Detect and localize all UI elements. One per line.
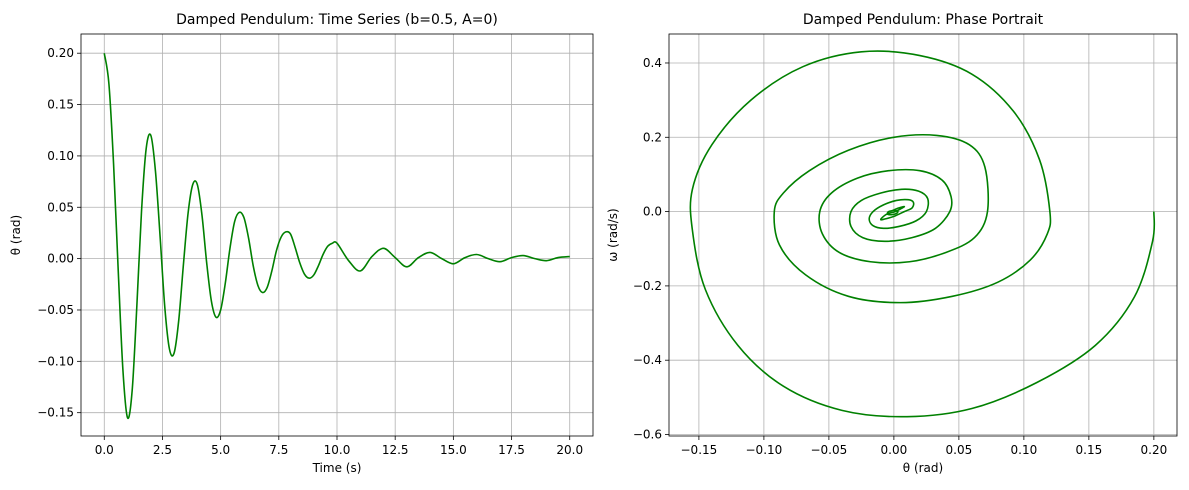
phase-portrait-xtick-label: 0.15 bbox=[1076, 443, 1103, 457]
time-series-ytick-label: 0.20 bbox=[47, 46, 74, 60]
time-series-xlabel: Time (s) bbox=[312, 461, 362, 475]
phase-portrait-xlabel: θ (rad) bbox=[903, 461, 943, 475]
time-series-title: Damped Pendulum: Time Series (b=0.5, A=0… bbox=[176, 12, 498, 28]
phase-portrait-xtick-label: 0.10 bbox=[1011, 443, 1038, 457]
time-series-ytick-label: 0.00 bbox=[47, 252, 74, 266]
time-series-xtick-label: 0.0 bbox=[95, 443, 114, 457]
time-series-xtick-label: 17.5 bbox=[498, 443, 525, 457]
time-series-ticks: 0.0 2.5 5.0 7.5 10.0 12.5 15.0 17.5 20.0 −0.15 −0.… bbox=[37, 46, 583, 457]
time-series-series bbox=[103, 53, 570, 420]
phase-portrait-xtick-label: 0.20 bbox=[1141, 443, 1168, 457]
phase-portrait-ytick-label: 0.4 bbox=[643, 56, 662, 70]
phase-portrait-series bbox=[689, 50, 1156, 418]
phase-portrait-title: Damped Pendulum: Phase Portrait bbox=[803, 12, 1044, 28]
phase-portrait-xtick-label: −0.05 bbox=[810, 443, 847, 457]
phase-portrait-ytick-label: −0.6 bbox=[633, 428, 662, 442]
time-series-xtick-label: 5.0 bbox=[211, 443, 230, 457]
time-series-plot-frame bbox=[80, 33, 594, 437]
time-series-ytick-label: −0.10 bbox=[37, 354, 74, 368]
time-series-ylabel: θ (rad) bbox=[9, 215, 23, 255]
time-series-grid bbox=[81, 34, 593, 436]
phase-portrait-xtick-label: 0.00 bbox=[881, 443, 908, 457]
phase-portrait-xtick-label: 0.05 bbox=[946, 443, 973, 457]
time-series-ytick-label: −0.05 bbox=[37, 303, 74, 317]
time-series-xtick-label: 20.0 bbox=[556, 443, 583, 457]
phase-portrait-ticks: −0.15 −0.10 −0.05 0.00 0.05 0.10 0.15 0.20 −0.6 −… bbox=[633, 56, 1167, 457]
time-series-xtick-label: 15.0 bbox=[440, 443, 467, 457]
time-series-ytick-label: −0.15 bbox=[37, 406, 74, 420]
time-series-chart: 0.0 2.5 5.0 7.5 10.0 12.5 15.0 17.5 20.0 −0.15 −0.… bbox=[9, 12, 594, 475]
phase-portrait-ytick-label: −0.4 bbox=[633, 353, 662, 367]
phase-portrait-ytick-label: 0.0 bbox=[643, 205, 662, 219]
time-series-ytick-label: 0.10 bbox=[47, 149, 74, 163]
phase-portrait-ytick-label: 0.2 bbox=[643, 130, 662, 144]
phase-portrait-line bbox=[689, 50, 1156, 418]
time-series-xtick-label: 7.5 bbox=[269, 443, 288, 457]
time-series-ytick-label: 0.15 bbox=[47, 98, 74, 112]
phase-portrait-plot-frame bbox=[668, 33, 1178, 437]
phase-portrait-ylabel: ω (rad/s) bbox=[606, 208, 620, 261]
time-series-xtick-label: 10.0 bbox=[324, 443, 351, 457]
time-series-ytick-label: 0.05 bbox=[47, 200, 74, 214]
phase-portrait-xtick-label: −0.15 bbox=[681, 443, 718, 457]
time-series-xtick-label: 12.5 bbox=[382, 443, 409, 457]
phase-portrait-grid bbox=[669, 34, 1177, 436]
time-series-line bbox=[103, 53, 570, 420]
phase-portrait-ytick-label: −0.2 bbox=[633, 279, 662, 293]
time-series-xtick-label: 2.5 bbox=[153, 443, 172, 457]
phase-portrait-xtick-label: −0.10 bbox=[746, 443, 783, 457]
phase-portrait-chart: −0.15 −0.10 −0.05 0.00 0.05 0.10 0.15 0.20 −0.6 −… bbox=[606, 12, 1178, 475]
